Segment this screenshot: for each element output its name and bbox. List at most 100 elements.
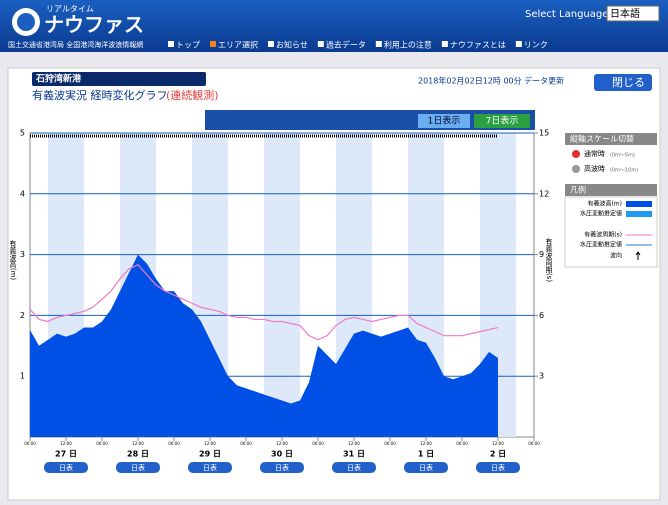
subtitle: 国土交通省港湾局 全国港湾海洋波浪情報網 <box>8 40 143 49</box>
axis-label: 有義波高(m) <box>9 239 17 280</box>
language-select[interactable] <box>606 5 660 22</box>
scale-title: 縦軸スケール切替 <box>570 134 634 144</box>
y2-tick-label: 12 <box>539 189 549 198</box>
day-button[interactable] <box>332 462 376 473</box>
nav-link[interactable]: 過去データ <box>326 40 366 50</box>
day-label: 29 日 <box>199 450 221 459</box>
day-button-label[interactable]: 日表 <box>275 463 289 472</box>
nav-icon <box>441 41 448 47</box>
language[interactable]: 日本語 <box>610 7 640 20</box>
y-tick-label: 2 <box>20 311 25 320</box>
legend-swatch <box>626 211 652 217</box>
day-button[interactable] <box>188 462 232 473</box>
close[interactable]: 閉じる <box>612 76 645 89</box>
logo-small: リアルタイム <box>46 5 94 14</box>
day-button-label[interactable]: 日表 <box>59 463 73 472</box>
y-tick-label: 5 <box>20 129 25 138</box>
legend-entry: 有義波高(m) <box>587 200 622 208</box>
station: 石狩湾新港 <box>35 73 82 85</box>
y-tick-label: 1 <box>20 372 25 381</box>
x-tick-label: 12:00 <box>132 441 144 446</box>
y-tick-label: 4 <box>20 189 25 198</box>
legend-entry: 水圧変動推定値 <box>580 210 622 218</box>
day-button-label[interactable]: 日表 <box>131 463 145 472</box>
y2-tick-label: 9 <box>539 250 544 259</box>
language-label: Select Language: <box>525 9 612 20</box>
nav-icon <box>515 41 522 47</box>
nav-link[interactable]: エリア選択 <box>218 40 258 50</box>
day-button[interactable] <box>116 462 160 473</box>
y2-tick-label: 15 <box>539 129 549 138</box>
direction-icon <box>635 251 641 260</box>
legend-title: 凡例 <box>570 185 586 195</box>
x-tick-label: 12:00 <box>204 441 216 446</box>
scale-name[interactable]: 通常時 <box>584 149 605 158</box>
day-label: 27 日 <box>55 450 77 459</box>
mode: (連続観測) <box>166 88 219 102</box>
day-button-label[interactable]: 日表 <box>347 463 361 472</box>
y2-tick-label: 6 <box>539 311 544 320</box>
nav-link[interactable]: トップ <box>176 41 200 50</box>
updated: 2018年02月02日12時 00分 データ更新 <box>418 76 564 86</box>
day-button[interactable] <box>260 462 304 473</box>
day-button-label[interactable]: 日表 <box>203 463 217 472</box>
nav-link[interactable]: 利用上の注意 <box>384 40 432 50</box>
side-header <box>565 133 657 145</box>
x-tick-label: 00:00 <box>24 441 36 446</box>
x-tick-label: 12:00 <box>420 441 432 446</box>
day-button-label[interactable]: 日表 <box>491 463 505 472</box>
radio[interactable] <box>572 165 580 173</box>
x-tick-label: 12:00 <box>276 441 288 446</box>
close-button[interactable] <box>594 74 652 91</box>
scale-name[interactable]: 高波時 <box>584 164 605 173</box>
side-header <box>565 184 657 196</box>
tab[interactable]: 7日表示 <box>486 115 519 127</box>
day-button[interactable] <box>404 462 448 473</box>
x-tick-label: 12:00 <box>492 441 504 446</box>
legend-entry: 水圧変動推定値 <box>580 241 622 249</box>
x-tick-label: 00:00 <box>384 441 396 446</box>
x-tick-label: 00:00 <box>456 441 468 446</box>
header-bar <box>0 0 668 52</box>
legend-box <box>564 196 658 268</box>
period-line <box>29 264 499 341</box>
x-tick-label: 12:00 <box>60 441 72 446</box>
nav-link[interactable]: ナウファスとは <box>450 41 506 50</box>
y2-tick-label: 3 <box>539 372 544 381</box>
tab-1day[interactable] <box>418 114 470 128</box>
day-button[interactable] <box>44 462 88 473</box>
x-tick-label: 00:00 <box>96 441 108 446</box>
nav-icon <box>168 41 174 47</box>
nav-icon <box>317 41 324 47</box>
day-label: 28 日 <box>127 450 149 459</box>
radio[interactable] <box>572 150 580 158</box>
day-label: 31 日 <box>343 450 365 459</box>
day-label: 2 日 <box>490 450 506 459</box>
wave-height-area <box>30 254 498 437</box>
band <box>264 133 300 437</box>
y-tick-label: 3 <box>20 250 25 259</box>
day-label: 1 日 <box>418 450 434 459</box>
axis-label: 有義波周期(s) <box>545 237 553 282</box>
day-button[interactable] <box>476 462 520 473</box>
scale-range: (0m〜5m) <box>610 153 635 159</box>
tab[interactable]: 1日表示 <box>428 115 461 127</box>
legend-entry: 波向 <box>610 252 622 260</box>
nav-link[interactable]: お知らせ <box>276 40 308 50</box>
heading: 有義波実況 経時変化グラフ <box>32 88 168 102</box>
day-label: 30 日 <box>271 450 293 459</box>
station-bar <box>32 72 206 86</box>
day-button-label[interactable]: 日表 <box>419 463 433 472</box>
tab-7day[interactable] <box>474 114 530 128</box>
nav-icon <box>375 41 382 47</box>
legend-swatch <box>626 201 652 207</box>
scale-range: (0m〜10m) <box>610 168 638 174</box>
x-tick-label: 00:00 <box>240 441 252 446</box>
nav-link[interactable]: リンク <box>524 41 548 50</box>
x-tick-label: 00:00 <box>312 441 324 446</box>
legend-entry: 有義波周期(s) <box>584 231 622 239</box>
x-tick-label: 00:00 <box>528 441 540 446</box>
x-tick-label: 00:00 <box>168 441 180 446</box>
